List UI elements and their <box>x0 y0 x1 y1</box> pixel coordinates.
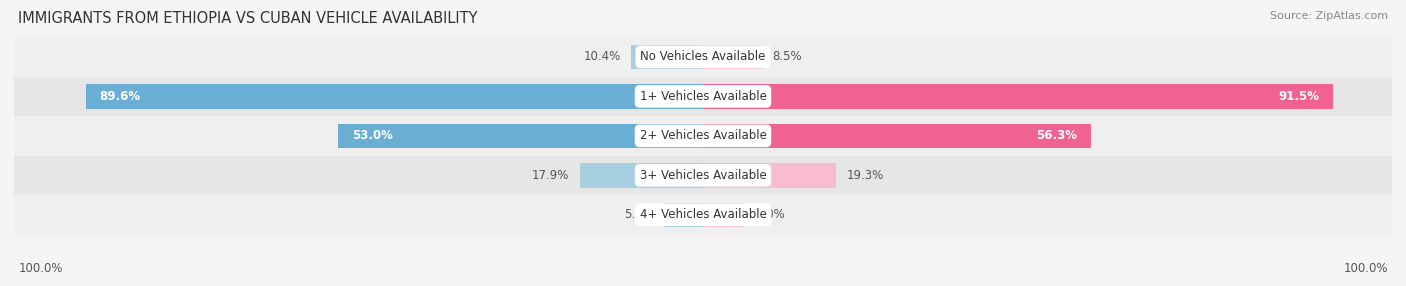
Text: 56.3%: 56.3% <box>1036 129 1077 142</box>
Text: Source: ZipAtlas.com: Source: ZipAtlas.com <box>1270 11 1388 21</box>
Bar <box>703 202 744 227</box>
Bar <box>14 195 1392 235</box>
Text: 19.3%: 19.3% <box>846 169 883 182</box>
Text: IMMIGRANTS FROM ETHIOPIA VS CUBAN VEHICLE AVAILABILITY: IMMIGRANTS FROM ETHIOPIA VS CUBAN VEHICL… <box>18 11 478 26</box>
Bar <box>14 37 1392 77</box>
Bar <box>703 45 762 69</box>
Text: 53.0%: 53.0% <box>352 129 392 142</box>
Text: 8.5%: 8.5% <box>772 50 801 63</box>
Text: 4+ Vehicles Available: 4+ Vehicles Available <box>640 208 766 221</box>
Text: 2+ Vehicles Available: 2+ Vehicles Available <box>640 129 766 142</box>
Bar <box>664 202 703 227</box>
Bar <box>14 77 1392 116</box>
Text: 6.0%: 6.0% <box>755 208 785 221</box>
Text: 89.6%: 89.6% <box>100 90 141 103</box>
Text: 3+ Vehicles Available: 3+ Vehicles Available <box>640 169 766 182</box>
Text: 5.7%: 5.7% <box>624 208 654 221</box>
Text: 100.0%: 100.0% <box>1343 262 1388 275</box>
Text: 1+ Vehicles Available: 1+ Vehicles Available <box>640 90 766 103</box>
Bar <box>86 84 703 109</box>
Bar <box>579 163 703 188</box>
Bar <box>703 163 837 188</box>
Bar <box>703 84 1333 109</box>
Text: 10.4%: 10.4% <box>583 50 621 63</box>
Text: 17.9%: 17.9% <box>531 169 569 182</box>
Bar <box>337 124 703 148</box>
Bar <box>703 124 1091 148</box>
Bar <box>631 45 703 69</box>
Text: 100.0%: 100.0% <box>18 262 63 275</box>
Bar <box>14 156 1392 195</box>
Text: No Vehicles Available: No Vehicles Available <box>640 50 766 63</box>
Text: 91.5%: 91.5% <box>1278 90 1320 103</box>
Bar <box>14 116 1392 156</box>
